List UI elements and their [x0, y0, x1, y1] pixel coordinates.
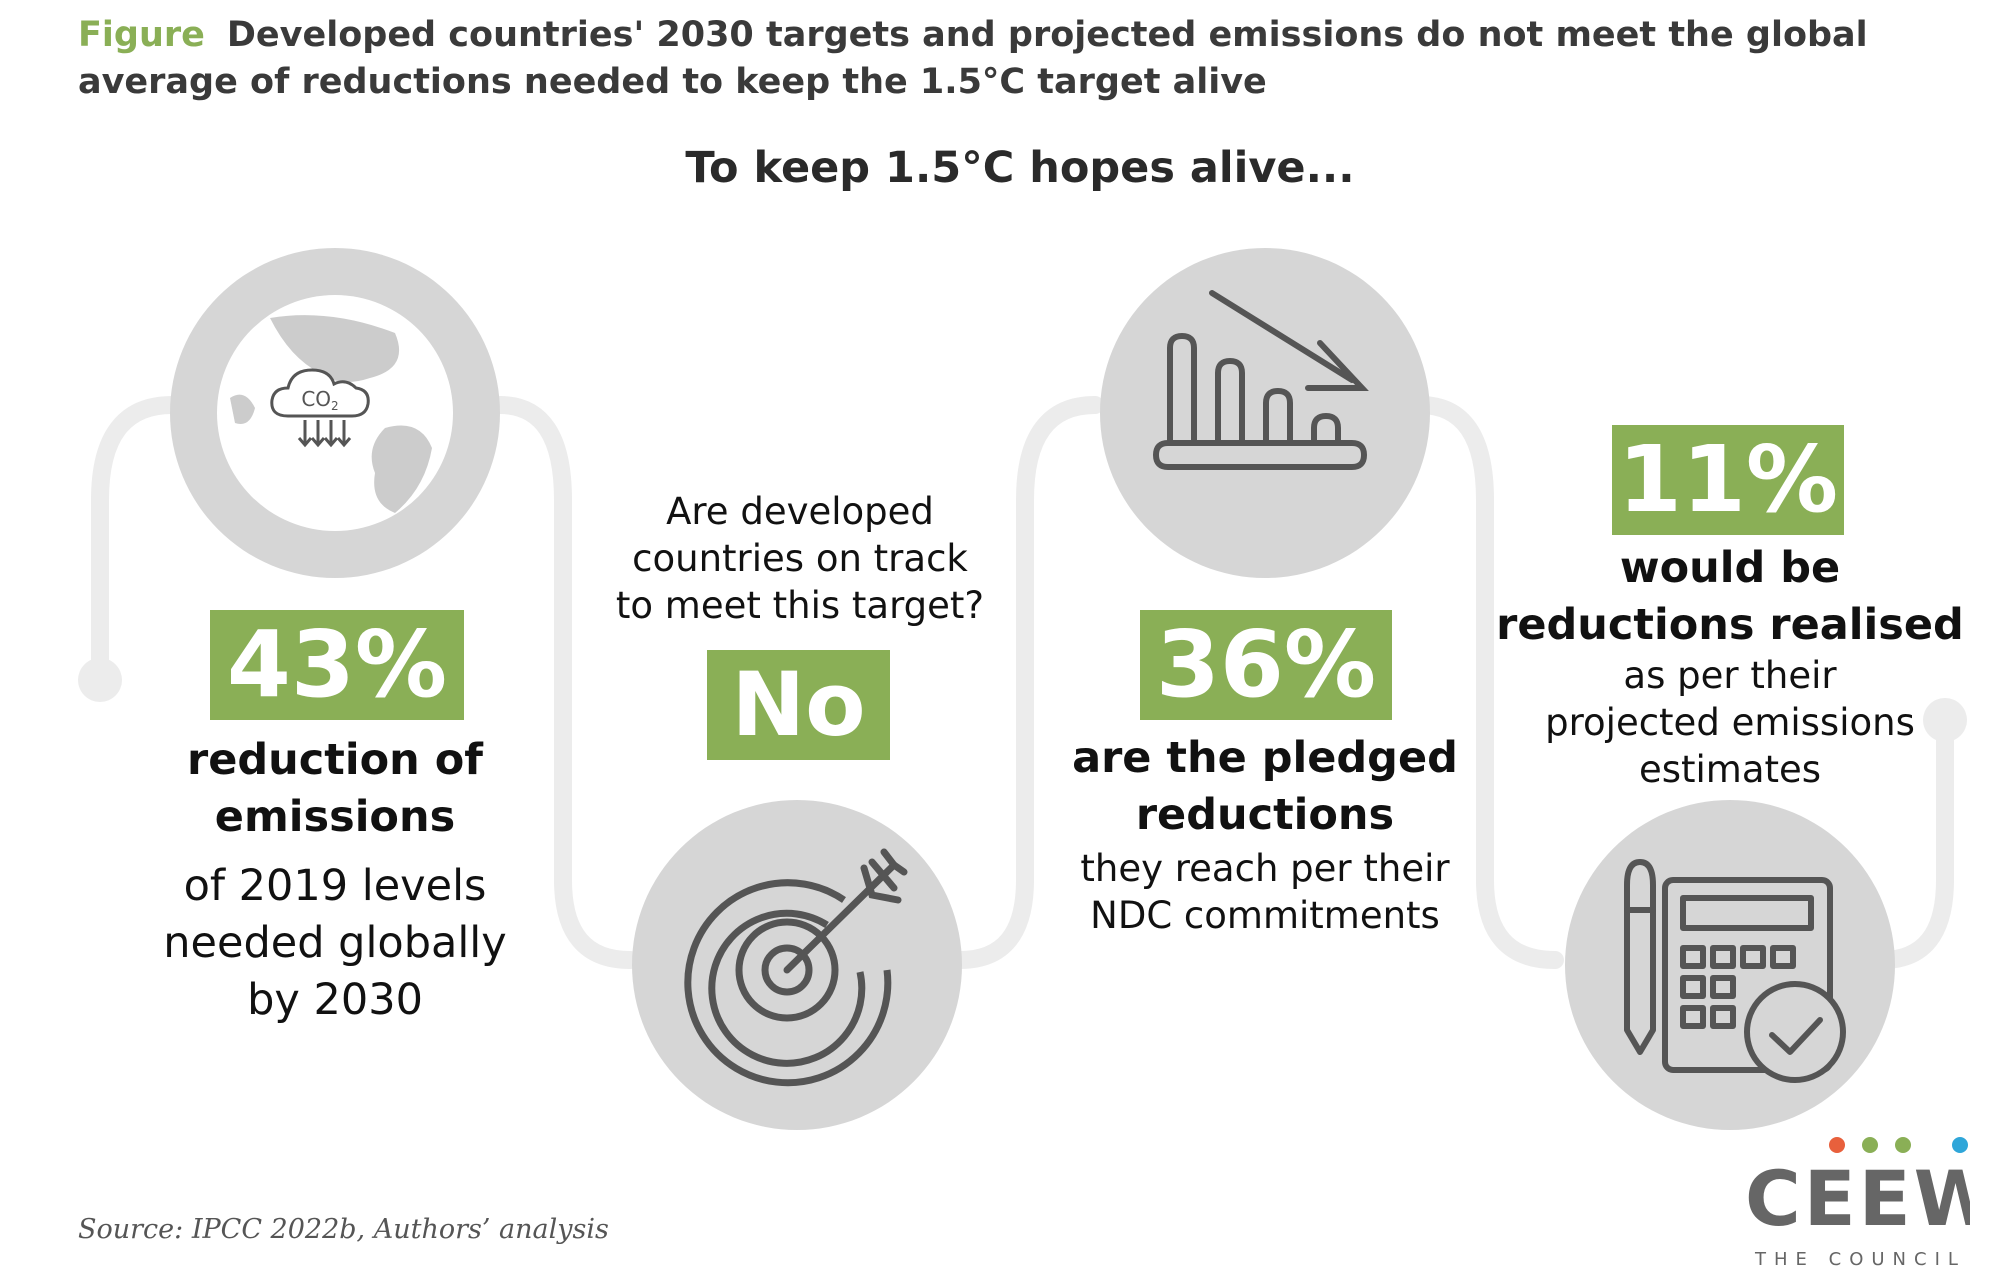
question-line: to meet this target?	[615, 584, 985, 627]
step1-plain-line: by 2030	[247, 975, 423, 1025]
target-arrow-icon	[684, 848, 908, 1087]
stat-badge-11: 11%	[1612, 425, 1844, 535]
step1-plain-line: of 2019 levels	[183, 861, 487, 911]
step3-plain-line: they reach per their	[1080, 847, 1450, 890]
step4-plain-line: as per their	[1623, 654, 1837, 697]
declining-bar-chart-icon	[1152, 290, 1369, 470]
chart-circle	[1100, 248, 1430, 578]
stat-badge-36: 36%	[1140, 610, 1392, 720]
step3-bold-line: reductions	[1135, 790, 1395, 840]
step1-plain-text: of 2019 levels needed globally by 2030	[120, 858, 550, 1029]
logo-dot	[1862, 1137, 1878, 1153]
logo-tagline: THE COUNCIL	[1754, 1249, 1966, 1270]
globe-co2-icon: CO2	[217, 295, 453, 531]
ceew-logo-mark: CEEW THE COUNCIL	[1745, 1137, 1997, 1270]
ceew-logo: CEEW THE COUNCIL	[1745, 1135, 1997, 1279]
figure-title-text: Developed countries' 2030 targets and pr…	[78, 15, 1868, 102]
step1-plain-line: needed globally	[163, 918, 507, 968]
globe-circle: CO2	[170, 248, 500, 578]
stat-badge-43: 43%	[210, 610, 464, 720]
step4-plain-line: projected emissions	[1545, 701, 1915, 744]
calculator-check-icon	[1624, 859, 1846, 1083]
step3-plain-line: NDC commitments	[1090, 894, 1440, 937]
step4-plain-line: estimates	[1638, 748, 1822, 791]
question-line: countries on track	[632, 537, 968, 580]
step3-plain-text: they reach per their NDC commitments	[1040, 845, 1490, 939]
logo-dot	[1829, 1137, 1845, 1153]
step1-bold-line: emissions	[214, 792, 456, 842]
step4-bold-line: would be	[1619, 543, 1841, 593]
step4-bold-line: reductions realised	[1496, 600, 1964, 650]
logo-wordmark: CEEW	[1745, 1154, 1970, 1243]
logo-dot	[1895, 1137, 1911, 1153]
step1-bold-line: reduction of	[187, 735, 483, 785]
step3-bold-text: are the pledged reductions	[1040, 730, 1490, 844]
step4-plain-text: as per their projected emissions estimat…	[1480, 652, 1980, 793]
logo-dot	[1952, 1137, 1968, 1153]
source-note: Source: IPCC 2022b, Authors’ analysis	[78, 1214, 609, 1245]
figure-title: Figure Developed countries' 2030 targets …	[78, 12, 1958, 106]
target-circle	[632, 800, 962, 1130]
headline: To keep 1.5°C hopes alive...	[685, 143, 1355, 193]
calculator-circle	[1565, 800, 1895, 1130]
step4-bold-text: would be reductions realised	[1480, 540, 1980, 654]
step1-bold-text: reduction of emissions	[120, 732, 550, 846]
question-line: Are developed	[666, 490, 934, 533]
answer-badge-no: No	[707, 650, 890, 760]
question-text: Are developed countries on track to meet…	[600, 488, 1000, 629]
step3-bold-line: are the pledged	[1072, 733, 1458, 783]
figure-label: Figure	[78, 15, 205, 55]
